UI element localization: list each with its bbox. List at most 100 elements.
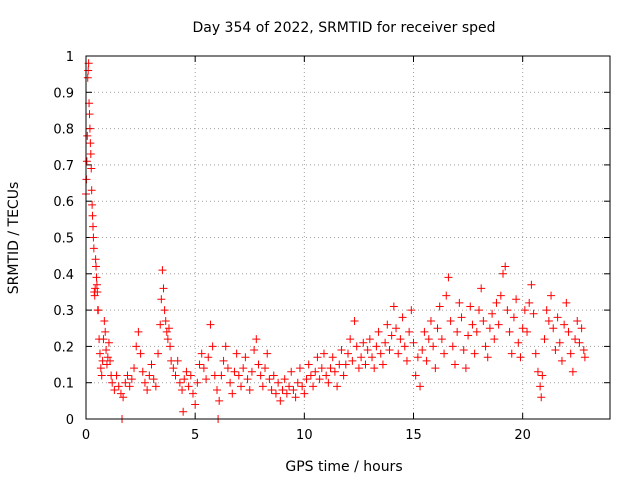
data-point xyxy=(116,389,125,398)
data-point xyxy=(241,353,250,362)
data-point xyxy=(232,349,241,358)
data-point xyxy=(344,349,352,358)
data-point xyxy=(579,346,588,355)
data-point xyxy=(252,335,261,344)
data-point xyxy=(258,382,267,391)
data-point xyxy=(140,378,149,387)
x-tick-label: 15 xyxy=(405,428,422,443)
data-point xyxy=(169,364,178,373)
data-point xyxy=(156,320,165,329)
data-point xyxy=(197,349,206,358)
data-point xyxy=(300,389,309,398)
data-point xyxy=(573,316,582,325)
data-point xyxy=(92,262,101,271)
data-point xyxy=(313,353,322,362)
data-point xyxy=(389,302,398,311)
data-point xyxy=(544,316,553,325)
data-point xyxy=(533,367,542,376)
data-point xyxy=(466,302,475,311)
data-point xyxy=(400,342,409,351)
data-point xyxy=(123,371,132,380)
data-point xyxy=(357,353,366,362)
data-point xyxy=(263,349,272,358)
data-point xyxy=(151,382,160,391)
data-point xyxy=(228,389,237,398)
data-point xyxy=(223,364,232,373)
data-point xyxy=(468,320,477,329)
data-point xyxy=(293,378,302,387)
data-point xyxy=(523,327,532,336)
data-point xyxy=(481,342,490,351)
data-point xyxy=(440,349,449,358)
x-axis-label: GPS time / hours xyxy=(285,459,402,475)
data-point xyxy=(89,244,98,253)
data-point xyxy=(512,295,521,304)
data-point xyxy=(100,316,109,325)
data-point xyxy=(143,385,152,394)
data-point xyxy=(376,349,385,358)
data-point xyxy=(226,378,235,387)
data-point xyxy=(99,335,108,344)
data-point xyxy=(560,320,569,329)
x-tick-label: 0 xyxy=(82,428,90,443)
data-point xyxy=(368,353,377,362)
data-point xyxy=(330,367,339,376)
data-point xyxy=(188,389,197,398)
data-point xyxy=(96,364,105,373)
data-point xyxy=(538,371,547,380)
data-point xyxy=(119,393,128,402)
data-point xyxy=(319,349,328,358)
data-point xyxy=(435,302,444,311)
data-point xyxy=(381,338,390,347)
data-point xyxy=(575,338,584,347)
data-point xyxy=(164,324,173,333)
data-point xyxy=(411,371,420,380)
data-point xyxy=(354,364,363,373)
data-point xyxy=(341,360,350,369)
data-point xyxy=(405,327,414,336)
data-point xyxy=(256,371,265,380)
data-point xyxy=(409,338,418,347)
data-point xyxy=(429,342,438,351)
data-point xyxy=(289,385,298,394)
data-point xyxy=(413,353,422,362)
data-point xyxy=(501,262,510,271)
data-point xyxy=(204,353,213,362)
data-point xyxy=(237,382,246,391)
data-point xyxy=(352,342,361,351)
data-point xyxy=(485,324,494,333)
data-point xyxy=(317,364,326,373)
data-point xyxy=(446,316,455,325)
data-point xyxy=(173,356,182,365)
data-point xyxy=(94,306,103,315)
data-point xyxy=(536,382,545,391)
data-point xyxy=(88,222,97,231)
data-point xyxy=(82,157,91,166)
data-point xyxy=(424,335,433,344)
data-point xyxy=(464,331,473,340)
data-point xyxy=(385,346,394,355)
data-point xyxy=(180,375,189,384)
data-point xyxy=(461,364,470,373)
data-point xyxy=(537,393,546,402)
data-point xyxy=(130,364,139,373)
data-point xyxy=(492,298,501,307)
data-point xyxy=(518,324,527,333)
data-point xyxy=(278,385,287,394)
data-point xyxy=(394,349,403,358)
data-point xyxy=(276,396,285,405)
data-point xyxy=(309,382,318,391)
data-point xyxy=(568,367,577,376)
data-point xyxy=(525,298,534,307)
data-point xyxy=(171,371,180,380)
data-point xyxy=(457,313,466,322)
data-point xyxy=(217,371,226,380)
x-tick-label: 10 xyxy=(296,428,313,443)
data-point xyxy=(416,382,425,391)
data-point xyxy=(383,320,392,329)
data-point xyxy=(359,338,368,347)
y-tick-label: 0.1 xyxy=(53,377,74,392)
data-point xyxy=(490,335,499,344)
data-point xyxy=(269,371,278,380)
data-point xyxy=(95,349,104,358)
